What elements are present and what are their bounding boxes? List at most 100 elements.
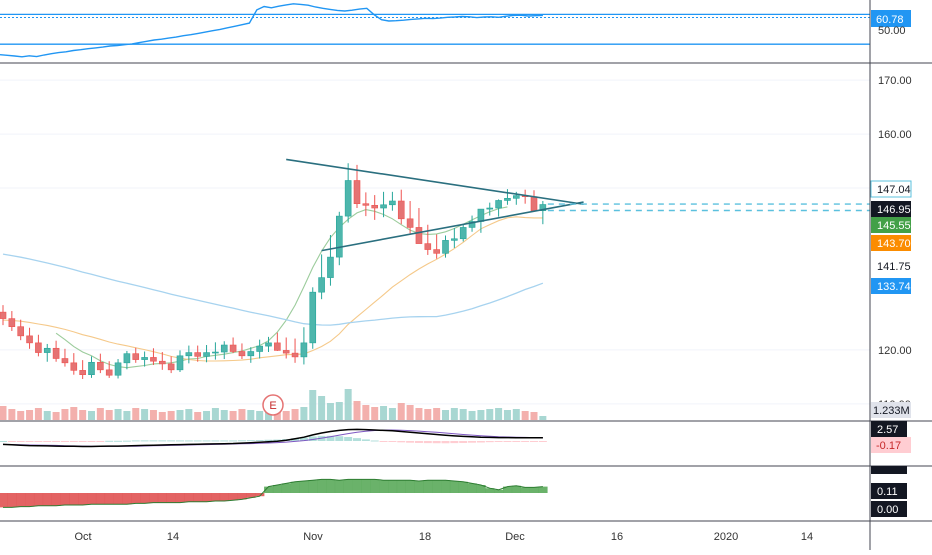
ma-fast-line[interactable] <box>55 206 508 369</box>
volume-bar <box>52 412 60 420</box>
candle[interactable] <box>61 358 69 364</box>
candle[interactable] <box>79 370 86 375</box>
candle[interactable] <box>362 203 370 206</box>
earnings-badge[interactable]: E <box>262 394 284 416</box>
candle[interactable] <box>291 352 299 358</box>
macd-histogram-bar <box>485 441 494 443</box>
macd-histogram-bar <box>69 441 78 442</box>
candle[interactable] <box>17 326 25 337</box>
candle[interactable] <box>300 342 308 358</box>
candle[interactable] <box>344 180 352 217</box>
volume-bar <box>477 410 485 420</box>
macd-histogram-bar <box>7 441 16 442</box>
macd-histogram-bar <box>52 441 61 442</box>
candle[interactable] <box>105 369 113 376</box>
osc-zero-value: 0.00 <box>877 504 898 516</box>
ma-slow-line[interactable] <box>2 253 544 326</box>
macd-histogram-bar <box>255 440 264 442</box>
macd-line[interactable] <box>2 428 543 448</box>
candle[interactable] <box>318 277 325 293</box>
oscillator-bar <box>503 486 513 493</box>
candle[interactable] <box>477 208 485 222</box>
volume-bar <box>238 409 246 420</box>
volume-bar <box>309 390 317 420</box>
candle[interactable] <box>185 352 193 357</box>
candle[interactable] <box>159 360 166 365</box>
candle[interactable] <box>114 362 122 376</box>
candle[interactable] <box>194 352 201 357</box>
volume-bar <box>256 411 264 420</box>
candle[interactable] <box>389 200 396 206</box>
candle[interactable] <box>141 357 148 360</box>
rsi-line[interactable] <box>0 3 543 58</box>
candle[interactable] <box>97 361 104 371</box>
candle[interactable] <box>433 249 440 254</box>
oscillator-bar <box>87 493 97 505</box>
candle[interactable] <box>247 351 255 357</box>
candle[interactable] <box>8 318 16 327</box>
candle[interactable] <box>70 362 78 371</box>
macd-histogram-bar <box>87 441 96 442</box>
triangle-upper-line[interactable] <box>286 158 584 206</box>
candle[interactable] <box>132 353 140 360</box>
macd-pane[interactable] <box>0 428 547 448</box>
candle[interactable] <box>52 347 60 359</box>
candle[interactable] <box>0 311 7 319</box>
price-pane[interactable] <box>0 158 870 420</box>
earnings-badge-circle[interactable] <box>262 394 284 416</box>
triangle-lower-line[interactable] <box>321 201 584 252</box>
time-axis[interactable]: Oct 14 Nov 18 Dec 16 2020 14 <box>74 531 813 543</box>
candle[interactable] <box>265 342 272 347</box>
candle[interactable] <box>274 342 281 351</box>
candle[interactable] <box>406 218 414 228</box>
candle[interactable] <box>539 204 547 212</box>
candle[interactable] <box>451 238 458 241</box>
candle[interactable] <box>43 347 51 353</box>
ma-mid-line[interactable] <box>2 216 543 362</box>
candle[interactable] <box>424 243 432 250</box>
candle[interactable] <box>35 342 42 353</box>
candle[interactable] <box>282 350 290 354</box>
candle[interactable] <box>468 221 476 228</box>
candle[interactable] <box>176 355 184 371</box>
candle[interactable] <box>530 196 538 212</box>
candle[interactable] <box>371 205 379 209</box>
candle[interactable] <box>353 180 361 205</box>
candle[interactable] <box>504 198 511 201</box>
rsi-pane[interactable] <box>0 3 870 58</box>
volume-bar <box>194 412 202 420</box>
candle[interactable] <box>415 227 423 244</box>
candle[interactable] <box>459 227 467 240</box>
candle[interactable] <box>150 357 157 362</box>
candle[interactable] <box>212 351 219 354</box>
oscillator-line[interactable] <box>3 478 543 508</box>
candle[interactable] <box>256 345 263 352</box>
candle[interactable] <box>203 352 210 357</box>
candle[interactable] <box>220 344 228 353</box>
macd-hist-tag-background <box>871 437 911 453</box>
macd-histogram-bar <box>530 441 538 442</box>
candle[interactable] <box>26 335 33 344</box>
oscillator-bar <box>494 489 504 493</box>
oscillator-bar <box>69 493 79 505</box>
oscillator-pane[interactable] <box>0 478 548 508</box>
candle[interactable] <box>495 200 502 209</box>
candle[interactable] <box>335 215 343 258</box>
candle[interactable] <box>309 291 317 344</box>
candle[interactable] <box>238 351 246 357</box>
candle[interactable] <box>167 363 175 371</box>
candle[interactable] <box>512 195 520 199</box>
candle[interactable] <box>397 200 405 220</box>
macd-histogram-bar <box>184 440 193 442</box>
candle[interactable] <box>380 204 387 209</box>
candle[interactable] <box>442 240 449 254</box>
candle[interactable] <box>327 256 334 278</box>
candle[interactable] <box>229 344 237 352</box>
volume-bar <box>17 411 25 420</box>
candle[interactable] <box>88 361 95 375</box>
volume-bar <box>503 410 511 420</box>
candle[interactable] <box>123 353 131 364</box>
candle[interactable] <box>486 207 494 210</box>
